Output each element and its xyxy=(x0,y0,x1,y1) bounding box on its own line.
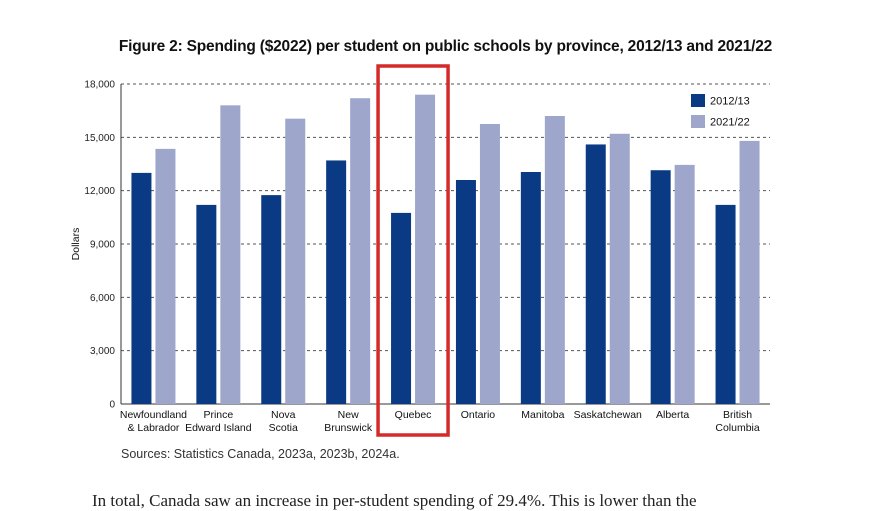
x-tick-label: Ontario xyxy=(461,409,496,421)
x-tick-label-line: Alberta xyxy=(656,409,689,421)
x-tick-label-line: Scotia xyxy=(269,422,298,434)
bar-2012-13 xyxy=(520,172,541,404)
x-tick-label-line: Brunswick xyxy=(324,422,373,434)
bar-2012-13 xyxy=(261,195,282,404)
bar-2012-13 xyxy=(715,204,736,404)
bar-2021-22 xyxy=(609,133,630,404)
x-tick-label: Quebec xyxy=(395,409,432,421)
y-tick-label: 15,000 xyxy=(84,133,115,144)
bar-2021-22 xyxy=(350,98,371,404)
legend-label: 2012/13 xyxy=(710,96,750,108)
bar-2012-13 xyxy=(196,204,217,404)
bar-2021-22 xyxy=(544,116,565,404)
bar-2012-13 xyxy=(131,172,152,404)
y-tick-label: 18,000 xyxy=(84,80,115,91)
bar-2021-22 xyxy=(220,105,241,404)
y-tick-label: 6,000 xyxy=(90,293,115,304)
y-tick-label: 9,000 xyxy=(90,240,115,251)
bar-2021-22 xyxy=(285,118,306,405)
y-tick-label: 0 xyxy=(109,400,115,411)
legend: 2012/13 2021/22 xyxy=(691,94,750,129)
bar-2021-22 xyxy=(739,140,760,404)
legend-label: 2021/22 xyxy=(710,117,750,129)
legend-swatch xyxy=(691,115,705,128)
x-tick-label-line: Manitoba xyxy=(521,409,564,421)
bar-2012-13 xyxy=(326,160,347,404)
x-tick-label: Prince Edward Island xyxy=(185,409,252,434)
bar-2012-13 xyxy=(455,180,476,404)
x-tick-label-line: Prince xyxy=(203,409,233,421)
legend-swatch xyxy=(691,94,705,107)
bars xyxy=(131,94,760,405)
bar-2021-22 xyxy=(415,94,436,405)
bar-2021-22 xyxy=(674,164,695,404)
x-tick-label-line: Edward Island xyxy=(185,422,252,434)
x-tick-label-line: Nova xyxy=(271,409,296,421)
x-tick-label: Alberta xyxy=(656,409,689,421)
y-tick-label: 12,000 xyxy=(84,186,115,197)
x-tick-label: Saskatchewan xyxy=(574,409,642,421)
x-tick-label-line: Ontario xyxy=(461,409,496,421)
bar-2012-13 xyxy=(585,144,606,404)
x-tick-label-line: Saskatchewan xyxy=(574,409,642,421)
y-axis-title: Dollars xyxy=(70,228,82,261)
x-tick-label-line: Newfoundland xyxy=(120,409,187,421)
x-tick-label-line: New xyxy=(338,409,359,421)
x-tick-label: Newfoundland & Labrador xyxy=(120,409,187,434)
bar-2021-22 xyxy=(479,124,500,404)
highlight-box-layer xyxy=(376,64,450,437)
bar-2012-13 xyxy=(650,170,671,404)
source-note: Sources: Statistics Canada, 2023a, 2023b… xyxy=(121,447,400,461)
x-tick-label-line: British xyxy=(723,409,752,421)
gridlines xyxy=(121,83,770,352)
x-tick-label-line: Columbia xyxy=(715,422,760,434)
highlight-box xyxy=(376,64,450,437)
x-tick-label: British Columbia xyxy=(715,409,760,434)
x-tick-label: Manitoba xyxy=(521,409,564,421)
y-tick-label: 3,000 xyxy=(90,346,115,357)
x-tick-label-line: Quebec xyxy=(395,409,432,421)
x-tick-label: Nova Scotia xyxy=(269,409,298,434)
x-tick-label: New Brunswick xyxy=(324,409,373,434)
chart-title: Figure 2: Spending ($2022) per student o… xyxy=(118,38,773,55)
x-tick-label-line: & Labrador xyxy=(127,422,179,434)
bar-2021-22 xyxy=(155,148,176,404)
bar-2012-13 xyxy=(391,212,412,404)
body-text: In total, Canada saw an increase in per-… xyxy=(92,491,697,510)
